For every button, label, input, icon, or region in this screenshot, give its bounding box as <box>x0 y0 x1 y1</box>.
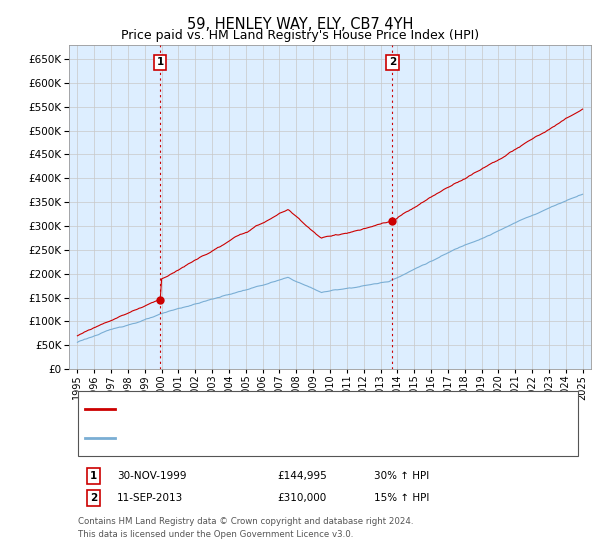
Text: 1: 1 <box>157 58 164 67</box>
Text: £310,000: £310,000 <box>278 493 327 503</box>
FancyBboxPatch shape <box>78 391 578 456</box>
Text: This data is licensed under the Open Government Licence v3.0.: This data is licensed under the Open Gov… <box>78 530 353 539</box>
Text: 2: 2 <box>389 58 396 67</box>
Text: 2: 2 <box>90 493 97 503</box>
Text: 1: 1 <box>90 471 97 481</box>
Text: 59, HENLEY WAY, ELY, CB7 4YH: 59, HENLEY WAY, ELY, CB7 4YH <box>187 17 413 32</box>
Text: £144,995: £144,995 <box>278 471 328 481</box>
Text: Contains HM Land Registry data © Crown copyright and database right 2024.: Contains HM Land Registry data © Crown c… <box>78 517 413 526</box>
Text: Price paid vs. HM Land Registry's House Price Index (HPI): Price paid vs. HM Land Registry's House … <box>121 29 479 42</box>
Text: 59, HENLEY WAY, ELY, CB7 4YH (detached house): 59, HENLEY WAY, ELY, CB7 4YH (detached h… <box>121 404 366 414</box>
Text: 30% ↑ HPI: 30% ↑ HPI <box>374 471 429 481</box>
Text: 15% ↑ HPI: 15% ↑ HPI <box>374 493 429 503</box>
Text: HPI: Average price, detached house, East Cambridgeshire: HPI: Average price, detached house, East… <box>121 433 409 443</box>
Text: 30-NOV-1999: 30-NOV-1999 <box>117 471 187 481</box>
Text: 11-SEP-2013: 11-SEP-2013 <box>117 493 183 503</box>
